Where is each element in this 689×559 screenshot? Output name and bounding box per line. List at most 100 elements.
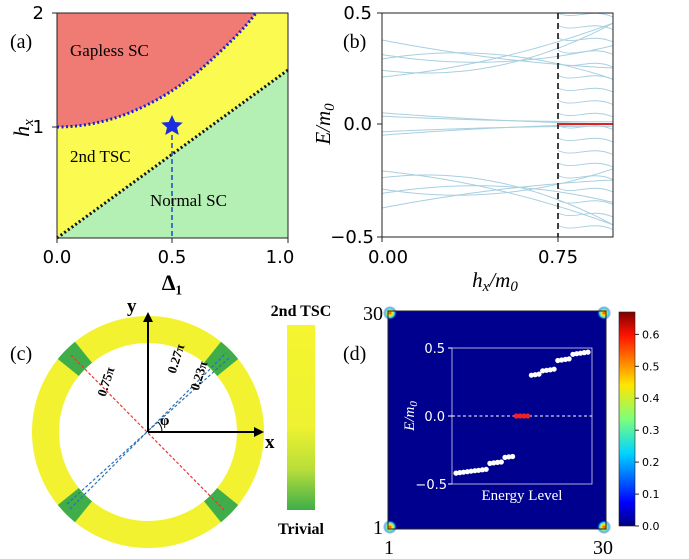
ticks-b (377, 12, 559, 242)
d-y-tick-1: 1 (373, 517, 383, 539)
band-curve (381, 39, 614, 69)
panel-label-d: (d) (343, 343, 366, 365)
energy-level-dot (509, 453, 516, 460)
band-curve-cluster (557, 87, 614, 93)
band-curve-cluster (557, 112, 614, 118)
inset-ticks (448, 347, 452, 485)
energy-level-dot (540, 368, 546, 374)
band-curve-cluster (557, 187, 614, 193)
region-gapless-sc (57, 13, 256, 127)
label-2nd-tsc: 2nd TSC (70, 147, 131, 166)
band-structure-lines (381, 12, 614, 230)
y-tick-b-mid: 0.0 (343, 114, 372, 135)
band-curve (381, 179, 614, 209)
band-curve (381, 185, 614, 203)
d-y-tick-30: 30 (363, 303, 383, 325)
d-x-tick-30: 30 (593, 537, 613, 559)
energy-level-dot (585, 349, 591, 355)
energy-level-dot (551, 366, 557, 372)
energy-level-dot (555, 357, 561, 364)
energy-level-dot (491, 460, 497, 466)
energy-level-dot (468, 468, 474, 474)
band-curve (381, 168, 614, 196)
band-curve-cluster (557, 50, 614, 55)
corner-hotspot-bl (383, 520, 397, 534)
d-x-tick-1: 1 (384, 537, 394, 559)
band-curve-cluster (557, 100, 614, 105)
x-tick-a-1: 0.5 (158, 247, 187, 268)
x-axis-label-b: hx/m0 (472, 268, 518, 295)
label-gapless-sc: Gapless SC (70, 41, 149, 60)
energy-level-dot (487, 460, 493, 466)
inset-y-label: E/m0 (402, 401, 420, 432)
angle-label-027: 0.27π (164, 342, 187, 375)
y-axis-name-c: y (127, 296, 137, 317)
colorbar-tick-label: 0.3 (642, 424, 660, 437)
band-curve-cluster (557, 25, 614, 30)
angle-label-075: 0.75π (94, 365, 117, 398)
panel-a: (a) Gapless SC 2nd TSC Normal SC 0.0 0.5… (9, 3, 294, 295)
y-tick-b-bot: −0.5 (330, 227, 374, 248)
x-axis-label-a: Δ₁ (162, 270, 182, 295)
trivial-segment (203, 487, 239, 523)
band-curve-cluster (557, 37, 614, 43)
x-tick-a-0: 0.0 (43, 247, 72, 268)
band-curve (381, 22, 614, 74)
band-curve (381, 52, 614, 80)
band-curve-cluster (557, 175, 614, 180)
band-curve-cluster (557, 225, 614, 230)
colorbar-tick-label: 0.4 (642, 392, 660, 405)
panel-label-c: (c) (10, 343, 32, 365)
panel-label-a: (a) (10, 31, 32, 53)
energy-level-dot (502, 454, 508, 460)
trivial-segment (203, 341, 239, 377)
y-arrowhead (143, 312, 153, 322)
energy-level-dot (581, 350, 587, 356)
band-curve (381, 174, 614, 226)
band-curve (381, 115, 613, 123)
panel-c: (c) x y φ 0.75π 0.27π 0.23π 2nd TSC Triv… (10, 296, 331, 548)
inset-x-label: Energy Level (482, 488, 563, 504)
band-curve-cluster (557, 162, 614, 168)
zero-mode-dot (525, 413, 531, 419)
energy-level-dot (453, 470, 459, 476)
axes-frame-d (387, 310, 607, 530)
axes-frame-b (381, 12, 614, 238)
y-tick-a-1: 1 (33, 117, 44, 138)
band-curve-cluster (557, 12, 614, 18)
energy-level-dot (464, 469, 470, 475)
panel-label-b: (b) (343, 31, 366, 53)
band-curve-cluster (557, 212, 614, 218)
zero-mode-dot (521, 413, 527, 419)
trivial-segment (57, 487, 93, 523)
energy-level-dot (566, 356, 572, 362)
energy-level-dot (494, 459, 501, 465)
band-curve-cluster (557, 137, 614, 143)
corner-hotspot-br (597, 520, 611, 534)
corner-hotspot-tr (597, 306, 611, 320)
band-curve-cluster (557, 75, 614, 80)
upper-phase-boundary (56, 12, 258, 129)
star-marker (161, 115, 183, 135)
band-curve (381, 123, 614, 136)
energy-level-dot (498, 459, 504, 465)
y-tick-b-top: 0.5 (343, 3, 372, 24)
x-tick-b-1: 0.75 (538, 247, 578, 268)
panel-b: (b) 0.5 0.0 −0.5 0.00 0.75 hx/m0 E/m0 (311, 3, 614, 295)
angle-arc (157, 421, 163, 433)
band-curve-cluster (557, 125, 614, 130)
y-tick-a-2: 2 (33, 3, 44, 24)
heatmap-background (388, 311, 606, 529)
red-dashed-line (70, 354, 225, 511)
label-normal-sc: Normal SC (150, 191, 227, 210)
colorbar-c (287, 325, 315, 510)
band-curve-cluster (557, 150, 614, 155)
inset-y-tick-top: 0.5 (424, 342, 445, 357)
colorbar-tick-label: 0.2 (642, 456, 660, 469)
energy-level-dot (536, 371, 542, 377)
inset-energy-levels (453, 349, 591, 476)
energy-level-dot (506, 454, 512, 460)
colorbar-tick-label: 0.1 (642, 488, 660, 501)
zero-mode-dot (513, 413, 519, 419)
zero-mode-dot (517, 413, 523, 419)
